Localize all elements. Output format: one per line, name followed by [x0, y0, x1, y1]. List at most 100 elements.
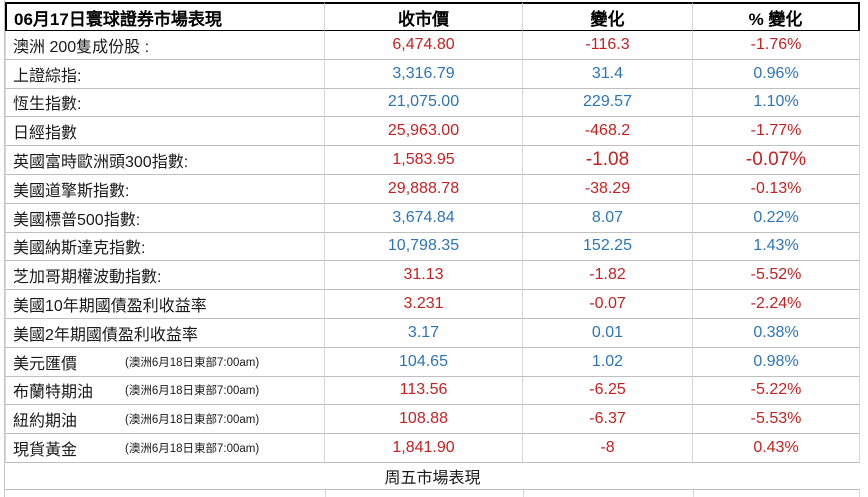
- table-row: 美國2年期國債盈利收益率 3.17 0.01 0.38%: [5, 318, 860, 348]
- row-label-cell[interactable]: 紐約期油 (澳洲6月18日東部7:00am): [5, 405, 325, 435]
- pct-change-cell[interactable]: 0.22%: [693, 203, 860, 233]
- close-price-cell[interactable]: 3.231: [325, 290, 523, 319]
- change-cell[interactable]: 0.01: [523, 318, 693, 348]
- table-body: 澳洲 200隻成份股 : 6,474.80 -116.3 -1.76% 上證綜指: 3,3…: [5, 31, 860, 463]
- table-row: 美元匯價 (澳洲6月18日東部7:00am) 104.65 1.02 0.98%: [5, 347, 860, 377]
- change-cell[interactable]: -6.25: [523, 376, 693, 406]
- close-price-cell[interactable]: 3.17: [325, 318, 523, 348]
- pct-change-cell[interactable]: -5.53%: [693, 405, 860, 435]
- pct-change-cell[interactable]: -1.77%: [693, 117, 860, 147]
- row-label-cell[interactable]: 恆生指數:: [5, 88, 325, 118]
- row-label-cell[interactable]: 美國10年期國債盈利收益率: [5, 290, 325, 319]
- close-price-cell[interactable]: 113.56: [325, 376, 523, 406]
- table-row: 美國納斯達克指數: 10,798.35 152.25 1.43%: [5, 232, 860, 262]
- pct-change-cell[interactable]: -2.24%: [693, 290, 860, 319]
- close-price-cell[interactable]: 21,075.00: [325, 88, 523, 118]
- column-header-change[interactable]: 變化: [523, 2, 693, 31]
- table-row: 英國富時歐洲頭300指數: 1,583.95 -1.08 -0.07%: [5, 146, 860, 175]
- table-row: 美國10年期國債盈利收益率 3.231 -0.07 -2.24%: [5, 290, 860, 319]
- timestamp-note: (澳洲6月18日東部7:00am): [125, 385, 260, 398]
- pct-change-cell[interactable]: -5.52%: [693, 261, 860, 291]
- change-cell[interactable]: -468.2: [523, 117, 693, 147]
- table-footer-row: 周五市場表現: [5, 462, 860, 490]
- close-price-cell[interactable]: 104.65: [325, 347, 523, 377]
- close-price-cell[interactable]: 25,963.00: [325, 117, 523, 147]
- column-header-pct-change[interactable]: % 變化: [693, 2, 860, 31]
- table-row: 澳洲 200隻成份股 : 6,474.80 -116.3 -1.76%: [5, 31, 860, 60]
- close-price-cell[interactable]: 29,888.78: [325, 174, 523, 204]
- change-cell[interactable]: 152.25: [523, 232, 693, 262]
- pct-change-cell[interactable]: 1.10%: [693, 88, 860, 118]
- close-price-cell[interactable]: 6,474.80: [325, 31, 523, 60]
- table-row: 現貨黃金 (澳洲6月18日東部7:00am) 1,841.90 -8 0.43%: [5, 434, 860, 463]
- row-label-cell[interactable]: 上證綜指:: [5, 59, 325, 89]
- table-row: 日經指數 25,963.00 -468.2 -1.77%: [5, 117, 860, 147]
- change-cell[interactable]: -0.07: [523, 290, 693, 319]
- instrument-name: 美國納斯達克指數:: [13, 240, 146, 258]
- row-label-cell[interactable]: 澳洲 200隻成份股 :: [5, 31, 325, 60]
- instrument-name: 美國標普500指數:: [13, 211, 141, 229]
- close-price-cell[interactable]: 1,583.95: [325, 146, 523, 175]
- pct-change-cell[interactable]: 1.43%: [693, 232, 860, 262]
- pct-change-cell[interactable]: -0.07%: [693, 146, 860, 175]
- instrument-name: 澳洲 200隻成份股 :: [13, 38, 150, 56]
- row-label-cell[interactable]: 芝加哥期權波動指數:: [5, 261, 325, 291]
- instrument-name: 日經指數: [13, 125, 78, 143]
- change-cell[interactable]: -8: [523, 434, 693, 463]
- close-price-cell[interactable]: 108.88: [325, 405, 523, 435]
- pct-change-cell[interactable]: 0.43%: [693, 434, 860, 463]
- close-price-cell[interactable]: 3,316.79: [325, 59, 523, 89]
- instrument-name: 上證綜指:: [13, 67, 82, 85]
- row-label-cell[interactable]: 美國標普500指數:: [5, 203, 325, 233]
- pct-change-cell[interactable]: -5.22%: [693, 376, 860, 406]
- change-cell[interactable]: -116.3: [523, 31, 693, 60]
- pct-change-cell[interactable]: 0.98%: [693, 347, 860, 377]
- instrument-name: 芝加哥期權波動指數:: [13, 269, 162, 287]
- pct-change-cell[interactable]: -1.76%: [693, 31, 860, 60]
- instrument-name: 現貨黃金: [13, 442, 78, 460]
- column-header-close[interactable]: 收市價: [325, 2, 523, 31]
- instrument-name: 紐約期油: [13, 413, 78, 431]
- change-cell[interactable]: 1.02: [523, 347, 693, 377]
- instrument-name: 美國道擎斯指數:: [13, 182, 130, 200]
- table-row: 紐約期油 (澳洲6月18日東部7:00am) 108.88 -6.37 -5.53%: [5, 405, 860, 435]
- change-cell[interactable]: -38.29: [523, 174, 693, 204]
- row-label-cell[interactable]: 布蘭特期油 (澳洲6月18日東部7:00am): [5, 376, 325, 406]
- row-label-cell[interactable]: 美國納斯達克指數:: [5, 232, 325, 262]
- table-row: 上證綜指: 3,316.79 31.4 0.96%: [5, 59, 860, 89]
- table-title-cell[interactable]: 06月17日寰球證券市場表現: [5, 2, 325, 31]
- instrument-name: 布蘭特期油: [13, 384, 94, 402]
- market-performance-table: 06月17日寰球證券市場表現 收市價 變化 % 變化 澳洲 200隻成份股 : 6…: [5, 2, 860, 497]
- grid-stub-row: [5, 489, 860, 497]
- row-label-cell[interactable]: 現貨黃金 (澳洲6月18日東部7:00am): [5, 434, 325, 463]
- change-cell[interactable]: 8.07: [523, 203, 693, 233]
- row-label-cell[interactable]: 美元匯價 (澳洲6月18日東部7:00am): [5, 347, 325, 377]
- table-row: 布蘭特期油 (澳洲6月18日東部7:00am) 113.56 -6.25 -5.22%: [5, 376, 860, 406]
- row-label-cell[interactable]: 美國道擎斯指數:: [5, 174, 325, 204]
- pct-change-cell[interactable]: 0.38%: [693, 318, 860, 348]
- instrument-name: 英國富時歐洲頭300指數:: [13, 154, 189, 172]
- row-label-cell[interactable]: 英國富時歐洲頭300指數:: [5, 146, 325, 175]
- close-price-cell[interactable]: 10,798.35: [325, 232, 523, 262]
- row-label-cell[interactable]: 美國2年期國債盈利收益率: [5, 318, 325, 348]
- close-price-cell[interactable]: 31.13: [325, 261, 523, 291]
- change-cell[interactable]: -1.82: [523, 261, 693, 291]
- pct-change-cell[interactable]: -0.13%: [693, 174, 860, 204]
- change-cell[interactable]: -1.08: [523, 146, 693, 175]
- pct-change-cell[interactable]: 0.96%: [693, 59, 860, 89]
- table-row: 恆生指數: 21,075.00 229.57 1.10%: [5, 88, 860, 118]
- change-cell[interactable]: -6.37: [523, 405, 693, 435]
- table-row: 美國標普500指數: 3,674.84 8.07 0.22%: [5, 203, 860, 233]
- change-cell[interactable]: 229.57: [523, 88, 693, 118]
- sheet-edge-gridline: [4, 0, 5, 497]
- row-label-cell[interactable]: 日經指數: [5, 117, 325, 147]
- change-cell[interactable]: 31.4: [523, 59, 693, 89]
- close-price-cell[interactable]: 1,841.90: [325, 434, 523, 463]
- close-price-cell[interactable]: 3,674.84: [325, 203, 523, 233]
- instrument-name: 美國10年期國債盈利收益率: [13, 298, 207, 316]
- instrument-name: 恆生指數:: [13, 96, 82, 114]
- instrument-name: 美國2年期國債盈利收益率: [13, 326, 198, 344]
- gridline-stub: [523, 489, 524, 497]
- timestamp-note: (澳洲6月18日東部7:00am): [125, 414, 260, 427]
